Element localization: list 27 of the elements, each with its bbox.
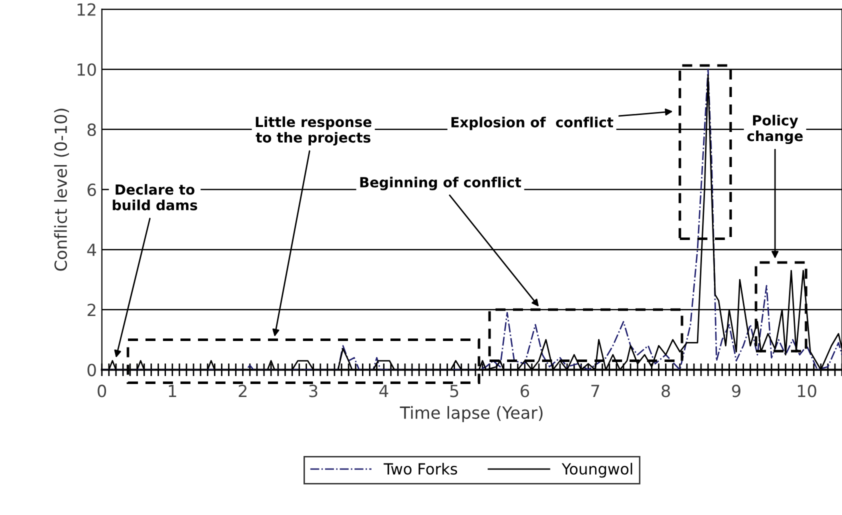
x-tick-label: 3 — [309, 384, 318, 398]
x-tick-label: 7 — [591, 384, 600, 398]
x-tick-label: 8 — [662, 384, 670, 398]
annotation: Little response to the projects — [256, 116, 372, 146]
x-tick-label: 2 — [238, 384, 246, 398]
legend-label: Two Forks — [384, 462, 458, 475]
x-tick-label: 4 — [379, 384, 388, 398]
legend-label: Youngwol — [562, 462, 632, 478]
y-tick-label: 8 — [88, 123, 96, 136]
annotation: Explosion of conflict — [451, 116, 614, 130]
x-tick-label: 9 — [732, 384, 740, 398]
y-tick-label: 6 — [88, 183, 96, 196]
y-tick-label: 12 — [78, 3, 96, 16]
y-axis-title: Conflict level (0-10) — [54, 108, 69, 271]
annotation: Declare to build dams — [112, 184, 198, 210]
annotation: Policy change — [747, 114, 803, 144]
y-tick-label: 2 — [88, 304, 96, 316]
x-tick-label: 6 — [520, 384, 530, 398]
annotation: Beginning of conflict — [360, 176, 522, 190]
x-tick-label: 10 — [798, 384, 816, 398]
x-axis-title: Time lapse (Year) — [400, 406, 543, 422]
x-tick-label: 0 — [98, 384, 106, 398]
x-tick-label: 5 — [450, 384, 458, 398]
y-tick-label: 4 — [87, 244, 96, 256]
y-tick-label: 10 — [78, 63, 96, 76]
y-tick-label: 0 — [88, 364, 96, 376]
x-tick-label: 1 — [168, 384, 176, 398]
